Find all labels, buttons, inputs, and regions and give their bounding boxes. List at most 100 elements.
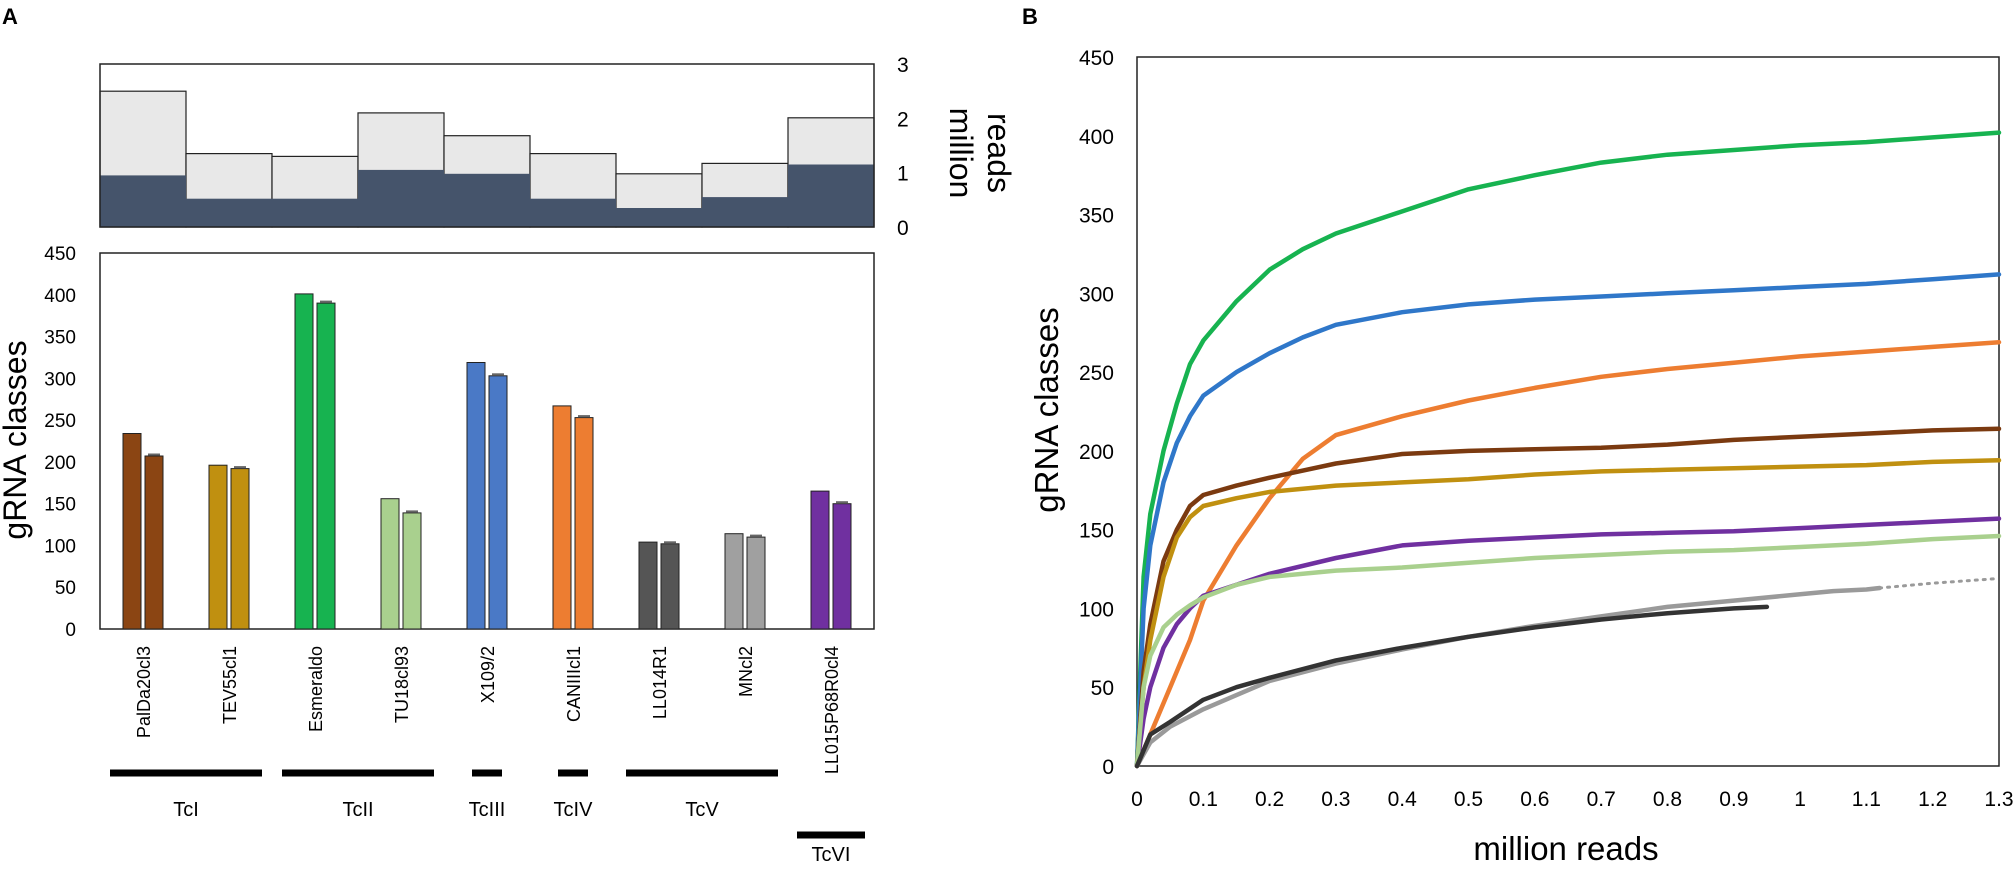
grna-bar-chart: 0 50 100 150 200 250 300 350 400 450 PalDa20cl3 TE… <box>0 244 875 866</box>
rarefaction-line-6 <box>1134 533 2002 769</box>
group-label-5: TcVI <box>812 844 851 866</box>
rarefaction-xtick-13: 1.3 <box>1984 788 2013 811</box>
rarefaction-ytick-0: 0 <box>1102 756 1114 779</box>
reads-ytick-2: 2 <box>897 108 909 131</box>
grna-bars-frame <box>99 252 875 630</box>
grna-bar-observed-2 <box>294 293 314 630</box>
rarefaction-xtick-0: 0 <box>1131 788 1143 811</box>
rarefaction-ytick-4: 200 <box>1079 441 1114 464</box>
mapped-reads-bar-4 <box>444 173 530 227</box>
grna-category-label-0: PalDa20cl3 <box>134 646 154 738</box>
mapped-reads-bar-5 <box>530 198 616 227</box>
grna-bar-observed-8 <box>810 490 830 630</box>
reads-ytick-0: 0 <box>897 217 909 240</box>
mapped-reads-bar-1 <box>186 198 272 227</box>
group-label-0: TcI <box>173 799 199 821</box>
grna-ytick-7: 350 <box>44 328 76 349</box>
panel-a-label: A <box>2 4 18 29</box>
rarefaction-frame <box>1136 56 2000 767</box>
rarefaction-line-4 <box>1134 458 2002 769</box>
mapped-reads-bar-8 <box>788 164 874 227</box>
grna-bar-observed-0 <box>122 433 142 630</box>
grna-ytick-0: 0 <box>65 620 76 641</box>
reads-histogram-frame <box>99 63 875 228</box>
rarefaction-xtick-12: 1.2 <box>1918 788 1947 811</box>
rarefaction-line-9 <box>1134 604 1770 769</box>
rarefaction-xtick-2: 0.2 <box>1255 788 1284 811</box>
grna-category-label-6: LL014R1 <box>650 646 670 719</box>
grna-bar-estimated-1 <box>230 468 250 630</box>
grna-bar-estimated-4 <box>488 375 508 630</box>
reads-ylabel-line1: million <box>943 108 979 199</box>
rarefaction-xlabel: million reads <box>1473 830 1658 867</box>
grna-category-label-4: X109/2 <box>478 646 498 703</box>
rarefaction-xtick-6: 0.6 <box>1520 788 1549 811</box>
grna-category-label-8: LL015P68R0cl4 <box>822 646 842 774</box>
grna-ytick-3: 150 <box>44 495 76 516</box>
grna-bar-estimated-6 <box>660 543 680 630</box>
reads-ylabel-line2: reads <box>981 113 1017 193</box>
group-label-1: TcII <box>342 799 373 821</box>
mapped-reads-bar-2 <box>272 198 358 227</box>
grna-bar-observed-4 <box>466 362 486 630</box>
rarefaction-line-8 <box>1878 577 2001 590</box>
rarefaction-ytick-9: 450 <box>1079 47 1114 70</box>
rarefaction-line-1 <box>1134 272 2002 769</box>
group-label-3: TcIV <box>554 799 594 821</box>
reads-histogram: 0 1 2 3 million reads <box>99 54 1017 240</box>
grna-ytick-1: 50 <box>55 578 76 599</box>
rarefaction-xtick-4: 0.4 <box>1388 788 1418 811</box>
rarefaction-xtick-11: 1.1 <box>1852 788 1881 811</box>
grna-category-label-2: Esmeraldo <box>306 646 326 732</box>
group-label-4: TcV <box>685 799 719 821</box>
grna-bar-observed-7 <box>724 533 744 630</box>
grna-ylabel: gRNA classes <box>0 340 33 539</box>
panel-b-label: B <box>1022 4 1038 29</box>
grna-bar-observed-6 <box>638 541 658 630</box>
rarefaction-ytick-8: 400 <box>1079 126 1114 149</box>
rarefaction-xtick-7: 0.7 <box>1587 788 1616 811</box>
mapped-reads-bar-0 <box>100 175 186 227</box>
grna-ytick-8: 400 <box>44 286 76 307</box>
mapped-reads-bar-6 <box>616 208 702 227</box>
grna-category-label-3: TU18cl93 <box>392 646 412 723</box>
grna-bar-estimated-7 <box>746 536 766 630</box>
rarefaction-chart: 0 50 100 150 200 250 300 350 400 450 0 0.1 0.2 0.3 0.4… <box>1028 47 2014 867</box>
grna-bar-observed-1 <box>208 464 228 630</box>
mapped-reads-bar-3 <box>358 169 444 227</box>
rarefaction-xtick-10: 1 <box>1794 788 1806 811</box>
rarefaction-line-3 <box>1134 426 2002 769</box>
grna-bar-estimated-2 <box>316 302 336 630</box>
rarefaction-line-0 <box>1134 130 2002 769</box>
rarefaction-ytick-1: 50 <box>1091 677 1114 700</box>
rarefaction-ytick-6: 300 <box>1079 283 1114 306</box>
rarefaction-xtick-9: 0.9 <box>1719 788 1748 811</box>
rarefaction-ytick-2: 100 <box>1079 598 1114 621</box>
rarefaction-ytick-3: 150 <box>1079 520 1114 543</box>
rarefaction-line-2 <box>1134 339 2002 769</box>
grna-bar-observed-3 <box>380 498 400 630</box>
reads-ytick-3: 3 <box>897 54 909 77</box>
grna-category-label-1: TEV55cl1 <box>220 646 240 724</box>
rarefaction-line-7 <box>1134 585 1882 769</box>
rarefaction-line-5 <box>1134 516 2002 769</box>
grna-category-label-5: CANIIIcl1 <box>564 646 584 722</box>
grna-bar-estimated-0 <box>144 455 164 630</box>
grna-ytick-6: 300 <box>44 369 76 390</box>
grna-bar-estimated-8 <box>832 503 852 630</box>
mapped-reads-bar-7 <box>702 197 788 227</box>
grna-bar-estimated-3 <box>402 512 422 630</box>
grna-ytick-4: 200 <box>44 453 76 474</box>
grna-ytick-5: 250 <box>44 411 76 432</box>
grna-category-label-7: MNcl2 <box>736 646 756 697</box>
rarefaction-ytick-5: 250 <box>1079 362 1114 385</box>
grna-ytick-9: 450 <box>44 244 76 265</box>
rarefaction-xtick-1: 0.1 <box>1189 788 1218 811</box>
group-label-2: TcIII <box>469 799 506 821</box>
grna-ytick-2: 100 <box>44 536 76 557</box>
rarefaction-ytick-7: 350 <box>1079 205 1114 228</box>
grna-bar-estimated-5 <box>574 417 594 630</box>
rarefaction-xtick-8: 0.8 <box>1653 788 1682 811</box>
rarefaction-xtick-3: 0.3 <box>1321 788 1350 811</box>
